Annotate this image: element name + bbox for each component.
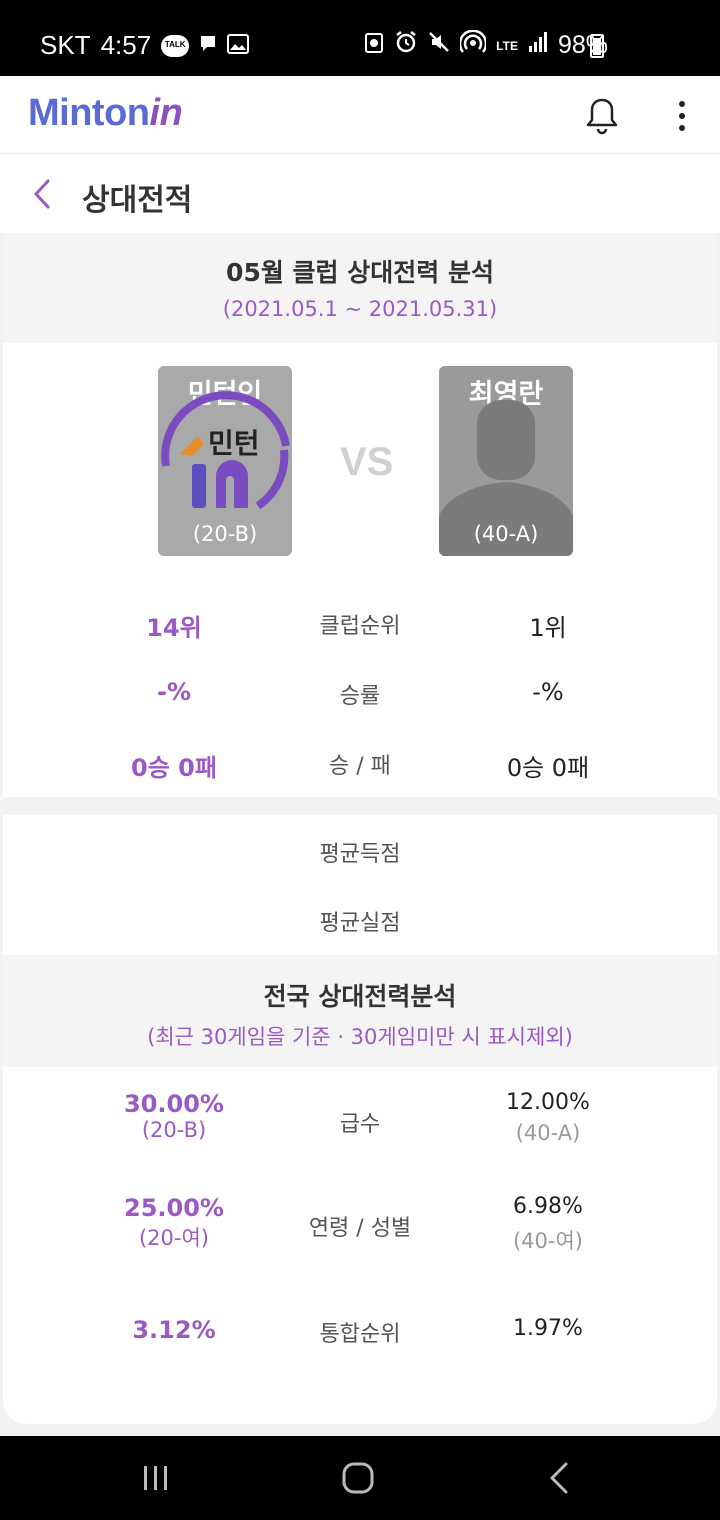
- signal-icon: [528, 31, 548, 60]
- national-label: 통합순위: [319, 1322, 401, 1347]
- club-logo-icon: [161, 391, 290, 510]
- stat-right-value: -%: [532, 678, 564, 706]
- more-options-icon[interactable]: [668, 98, 696, 134]
- national-label: 연령 / 성별: [308, 1216, 412, 1241]
- stat-row-win-loss: 0승 0패 승 / 패 0승 0패: [0, 748, 720, 788]
- national-right-sub: (40-여): [512, 1229, 583, 1253]
- kakaotalk-icon: TALK: [161, 34, 190, 57]
- mute-icon: [428, 31, 450, 60]
- stat-left-value: 0승 0패: [131, 754, 217, 782]
- national-section-header: 전국 상대전력분석 (최근 30게임을 기준 · 30게임미만 시 표시제외): [3, 955, 717, 1067]
- bell-icon[interactable]: [584, 96, 620, 136]
- stat-left-value: 14위: [146, 614, 202, 642]
- vs-label: VS: [340, 440, 394, 484]
- stat-left-value: -%: [156, 678, 191, 706]
- player-card-left[interactable]: 민턴인 민턴 (20-B): [158, 366, 292, 556]
- national-label: 급수: [339, 1112, 381, 1137]
- system-navigation-bar: [0, 1436, 720, 1520]
- national-row-total-rank: 3.12% 통합순위 1.97%: [0, 1316, 720, 1356]
- stat-row-win-rate: -% 승률 -%: [0, 678, 720, 718]
- club-stats-card: [3, 343, 717, 797]
- player-right-grade: (40-A): [473, 522, 539, 546]
- stat-label: 승 / 패: [329, 754, 391, 779]
- score-label: 평균득점: [319, 842, 401, 867]
- app-logo[interactable]: Mintonin: [28, 92, 183, 134]
- national-left-value: 3.12%: [132, 1316, 216, 1344]
- stat-right-value: 0승 0패: [506, 754, 590, 782]
- national-left-value: 30.00%: [124, 1090, 224, 1118]
- score-row-avg-conceded: 평균실점: [0, 905, 720, 945]
- back-icon[interactable]: [30, 177, 58, 211]
- hotspot-icon: [458, 29, 488, 61]
- national-note: (최근 30게임을 기준 · 30게임미만 시 표시제외): [147, 1025, 573, 1049]
- message-icon: [199, 30, 217, 61]
- gallery-icon: [227, 30, 250, 61]
- stat-row-club-rank: 14위 클럽순위 1위: [0, 608, 720, 648]
- national-right-sub: (40-A): [515, 1121, 581, 1145]
- monthly-title: 05월 클럽 상대전력 분석: [226, 258, 494, 287]
- recycle-icon: [364, 31, 384, 60]
- clock: 4:57: [100, 30, 152, 60]
- recent-apps-icon[interactable]: [140, 1462, 172, 1494]
- carrier: SKT: [40, 30, 91, 60]
- player-card-right[interactable]: 최영란 (40-A): [439, 366, 573, 556]
- battery-icon: [590, 34, 604, 58]
- app-header: Mintonin: [0, 76, 720, 154]
- monthly-range: (2021.05.1 ~ 2021.05.31): [222, 297, 498, 321]
- stat-label: 클럽순위: [319, 614, 401, 639]
- national-row-age-gender: 25.00% (20-여) 연령 / 성별 6.98% (40-여): [0, 1194, 720, 1264]
- national-left-sub: (20-B): [141, 1118, 207, 1142]
- stat-right-value: 1위: [529, 614, 567, 642]
- national-left-value: 25.00%: [124, 1194, 224, 1222]
- national-row-grade: 30.00% (20-B) 급수 12.00% (40-A): [0, 1090, 720, 1160]
- alarm-icon: [394, 30, 418, 61]
- national-right-value: 6.98%: [513, 1194, 583, 1219]
- home-icon[interactable]: [340, 1460, 376, 1496]
- club-logo-text: 민턴: [208, 427, 260, 460]
- stat-label: 승률: [339, 684, 381, 709]
- avatar-placeholder-icon: [439, 400, 573, 556]
- back-nav-icon[interactable]: [544, 1460, 576, 1496]
- player-left-grade: (20-B): [192, 522, 258, 546]
- status-left: SKT 4:57 TALK: [40, 30, 250, 61]
- page-header: 상대전적: [0, 155, 720, 233]
- status-right: LTE 98%: [364, 29, 608, 61]
- monthly-section-header: 05월 클럽 상대전력 분석 (2021.05.1 ~ 2021.05.31): [3, 233, 717, 343]
- national-right-value: 1.97%: [513, 1316, 583, 1341]
- network-type: LTE: [496, 38, 518, 53]
- status-bar: SKT 4:57 TALK LTE 98%: [0, 0, 720, 76]
- national-right-value: 12.00%: [506, 1090, 590, 1115]
- score-card: [3, 815, 717, 955]
- national-title: 전국 상대전력분석: [263, 982, 457, 1011]
- national-stats-card: [3, 1067, 717, 1424]
- score-label: 평균실점: [319, 911, 401, 936]
- national-left-sub: (20-여): [138, 1226, 209, 1250]
- page-title: 상대전적: [82, 183, 193, 218]
- score-row-avg-points: 평균득점: [0, 836, 720, 876]
